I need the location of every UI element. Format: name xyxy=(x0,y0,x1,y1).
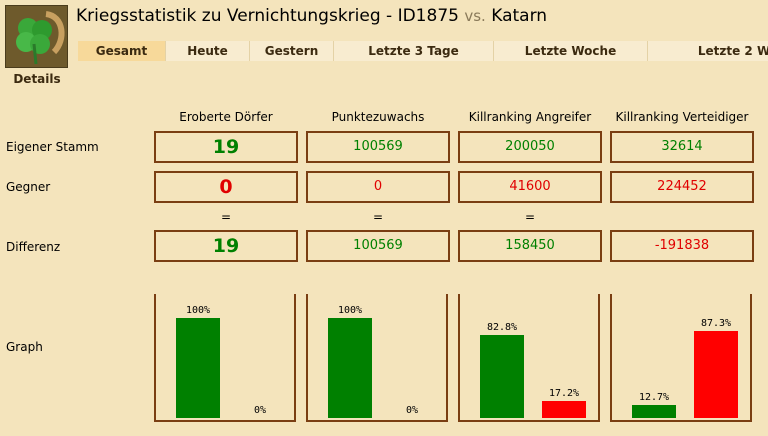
column-header-killranking-angreifer: Killranking Angreifer xyxy=(468,110,592,124)
bar-label-enemy: 0% xyxy=(405,405,419,416)
bar-own xyxy=(480,335,524,418)
title-opponent: Katarn xyxy=(491,6,548,26)
tab-letzte-2-wochen[interactable]: Letzte 2 Wo xyxy=(697,44,768,58)
column-header-eroberte-doerfer: Eroberte Dörfer xyxy=(179,110,273,124)
bar-label-own: 100% xyxy=(337,305,363,316)
graph-panel-villages: 100% 0% xyxy=(154,294,296,422)
page-title: Kriegsstatistik zu Vernichtungskrieg - I… xyxy=(76,6,547,26)
own-kill-attack-value: 200050 xyxy=(458,131,602,163)
bar-label-enemy: 17.2% xyxy=(548,388,580,399)
bar-enemy xyxy=(694,331,738,418)
equals-sign: = xyxy=(220,210,232,224)
diff-kill-defense-value: -191838 xyxy=(610,230,754,262)
graph-panel-kill-attack: 82.8% 17.2% xyxy=(458,294,600,422)
clover-horseshoe-icon xyxy=(6,6,67,67)
own-kill-defense-value: 32614 xyxy=(610,131,754,163)
bar-enemy xyxy=(542,401,586,418)
bar-own xyxy=(328,318,372,418)
own-villages-value: 19 xyxy=(154,131,298,163)
bar-label-own: 82.8% xyxy=(486,322,518,333)
tab-letzte-woche[interactable]: Letzte Woche xyxy=(494,41,648,61)
tab-gesamt[interactable]: Gesamt xyxy=(78,41,166,61)
bar-label-enemy: 87.3% xyxy=(700,318,732,329)
diff-points-value: 100569 xyxy=(306,230,450,262)
bar-own xyxy=(176,318,220,418)
row-label-own: Eigener Stamm xyxy=(6,140,99,154)
enemy-kill-attack-value: 41600 xyxy=(458,171,602,203)
enemy-points-value: 0 xyxy=(306,171,450,203)
column-header-punktezuwachs: Punktezuwachs xyxy=(331,110,425,124)
bar-own xyxy=(632,405,676,418)
diff-villages-value: 19 xyxy=(154,230,298,262)
graph-panel-points: 100% 0% xyxy=(306,294,448,422)
tribe-logo xyxy=(5,5,68,68)
row-label-graph: Graph xyxy=(6,340,43,354)
title-vs: vs. xyxy=(464,7,486,25)
diff-kill-attack-value: 158450 xyxy=(458,230,602,262)
period-tabs: Gesamt Heute Gestern Letzte 3 Tage Letzt… xyxy=(78,41,768,61)
tab-heute[interactable]: Heute xyxy=(166,41,250,61)
row-label-diff: Differenz xyxy=(6,240,61,254)
bar-label-own: 100% xyxy=(185,305,211,316)
enemy-villages-value: 0 xyxy=(154,171,298,203)
graph-panel-kill-defense: 12.7% 87.3% xyxy=(610,294,752,422)
column-header-killranking-verteidiger: Killranking Verteidiger xyxy=(615,110,749,124)
tab-letzte-3-tage[interactable]: Letzte 3 Tage xyxy=(334,41,494,61)
bar-label-own: 12.7% xyxy=(638,392,670,403)
row-label-enemy: Gegner xyxy=(6,180,51,194)
equals-sign: = xyxy=(372,210,384,224)
own-points-value: 100569 xyxy=(306,131,450,163)
details-link[interactable]: Details xyxy=(13,72,61,86)
bar-label-enemy: 0% xyxy=(253,405,267,416)
equals-sign: = xyxy=(524,210,536,224)
tab-gestern[interactable]: Gestern xyxy=(250,41,334,61)
title-main: Kriegsstatistik zu Vernichtungskrieg - I… xyxy=(76,6,459,26)
enemy-kill-defense-value: 224452 xyxy=(610,171,754,203)
